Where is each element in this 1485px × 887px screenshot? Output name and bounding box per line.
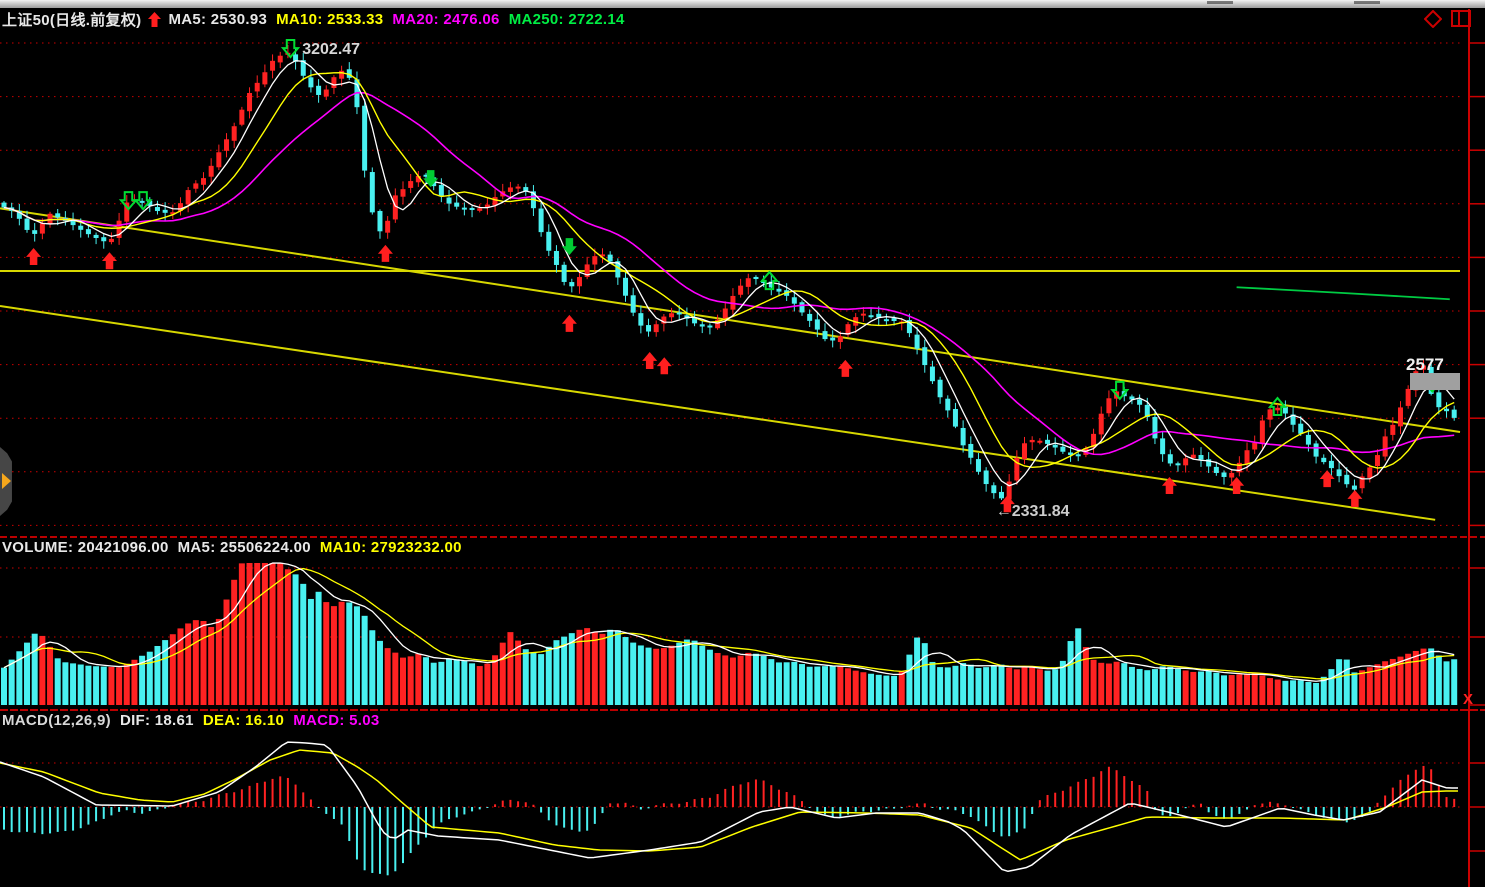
svg-text:X: X: [1463, 691, 1473, 708]
main-chart-header: 上证50(日线.前复权) MA5: 2530.93 MA10: 2533.33 …: [2, 9, 625, 30]
ma5-value: MA5: 2530.93: [168, 11, 268, 28]
ma20-value: MA20: 2476.06: [392, 11, 500, 28]
titlebar-mark: [1354, 1, 1380, 4]
signal-markers[interactable]: [26, 39, 1442, 513]
ma10-value: MA10: 2533.33: [276, 11, 384, 28]
price-annotations[interactable]: 3202.47 ←2331.84 2577: [302, 41, 1460, 520]
drawer-expand-icon[interactable]: [2, 473, 11, 489]
dea-value: DEA: 16.10: [202, 712, 285, 729]
window-titlebar[interactable]: [0, 0, 1485, 8]
up-arrow-icon: [148, 12, 162, 27]
split-panes-icon[interactable]: [1451, 10, 1471, 28]
symbol-title: 上证50(日线.前复权): [2, 12, 142, 29]
volume-panel[interactable]: [1, 562, 1458, 705]
titlebar-mark: [1207, 1, 1233, 4]
macd-panel[interactable]: [0, 741, 1458, 876]
volume-value: VOLUME: 20421096.00: [2, 539, 169, 556]
volume-ma10-value: MA10: 27923232.00: [319, 539, 462, 556]
svg-text:3202.47: 3202.47: [302, 41, 360, 58]
price-panel[interactable]: [0, 45, 1461, 521]
diamond-icon[interactable]: [1424, 10, 1442, 28]
dif-value: DIF: 18.61: [119, 712, 194, 729]
axis[interactable]: X: [0, 9, 1485, 887]
volume-header: VOLUME: 20421096.00 MA5: 25506224.00 MA1…: [2, 539, 462, 556]
macd-header: MACD(12,26,9) DIF: 18.61 DEA: 16.10 MACD…: [2, 712, 380, 729]
svg-text:2577: 2577: [1406, 355, 1444, 374]
ma250-value: MA250: 2722.14: [508, 11, 625, 28]
volume-ma5-value: MA5: 25506224.00: [177, 539, 311, 556]
macd-params: MACD(12,26,9): [2, 712, 111, 729]
macd-value: MACD: 5.03: [293, 712, 380, 729]
chart-toolbar: [1424, 10, 1471, 28]
svg-text:←2331.84: ←2331.84: [996, 503, 1070, 520]
